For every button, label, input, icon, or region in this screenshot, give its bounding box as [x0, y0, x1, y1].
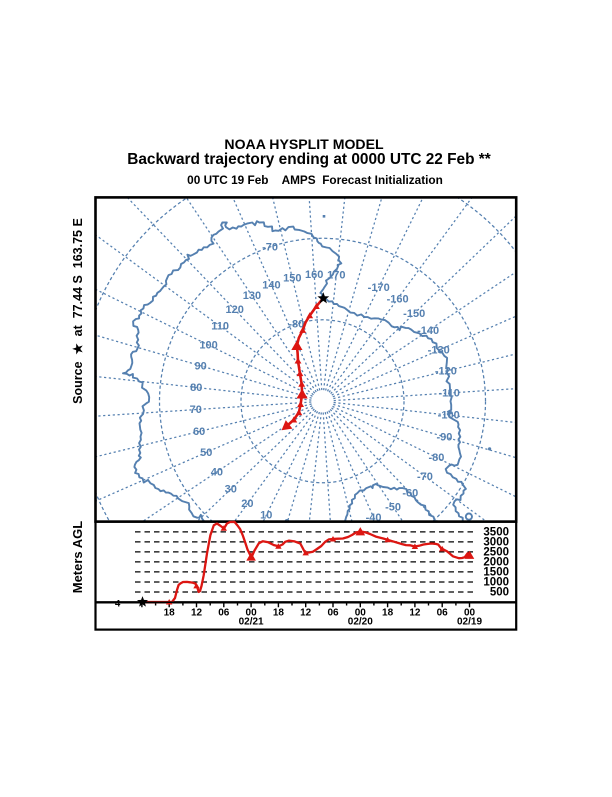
svg-text:2000: 2000: [483, 556, 509, 568]
svg-text:4: 4: [115, 599, 121, 610]
svg-text:500: 500: [490, 587, 509, 599]
svg-text:120: 120: [226, 304, 244, 316]
svg-text:170: 170: [327, 270, 345, 282]
svg-text:06: 06: [218, 608, 230, 619]
svg-text:18: 18: [273, 608, 285, 619]
svg-text:18: 18: [382, 608, 394, 619]
svg-text:02/20: 02/20: [348, 617, 373, 628]
svg-text:1500: 1500: [483, 566, 509, 578]
svg-text:00: 00: [246, 608, 258, 619]
svg-text:10: 10: [260, 510, 272, 522]
svg-text:-90: -90: [436, 431, 452, 443]
svg-text:-40: -40: [366, 512, 382, 524]
svg-text:-160: -160: [387, 293, 409, 305]
svg-text:00 UTC 19 Feb AMPS Forecas: 00 UTC 19 Feb AMPS Forecast Initializati…: [187, 173, 443, 187]
svg-text:-150: -150: [403, 308, 425, 320]
svg-text:60: 60: [193, 426, 205, 438]
svg-text:12: 12: [300, 608, 312, 619]
svg-text:70: 70: [190, 404, 202, 416]
svg-text:50: 50: [200, 447, 212, 459]
svg-text:90: 90: [194, 360, 206, 372]
svg-text:00: 00: [464, 608, 476, 619]
svg-text:110: 110: [211, 321, 229, 333]
svg-text:Source ★ at 77.44 S 163.75: Source ★ at 77.44 S 163.75 E: [71, 218, 85, 404]
svg-text:40: 40: [211, 466, 223, 478]
svg-text:-70: -70: [262, 242, 278, 254]
svg-text:2500: 2500: [483, 546, 509, 558]
svg-text:30: 30: [225, 484, 237, 496]
svg-text:NOAA HYSPLIT MODEL: NOAA HYSPLIT MODEL: [224, 136, 384, 152]
svg-text:12: 12: [191, 608, 203, 619]
svg-text:3000: 3000: [483, 536, 509, 548]
svg-text:-140: -140: [417, 325, 439, 337]
svg-text:02/21: 02/21: [239, 617, 264, 628]
svg-text:Backward trajectory ending at: Backward trajectory ending at 0000 UTC 2…: [127, 151, 491, 168]
svg-text:Meters AGL: Meters AGL: [70, 521, 85, 594]
svg-text:160: 160: [305, 269, 323, 281]
svg-text:130: 130: [243, 290, 261, 302]
svg-text:1000: 1000: [483, 577, 509, 589]
svg-text:3500: 3500: [483, 526, 509, 538]
svg-text:100: 100: [199, 340, 217, 352]
svg-text:06: 06: [437, 608, 449, 619]
svg-text:18: 18: [164, 608, 176, 619]
svg-text:-170: -170: [368, 282, 390, 294]
svg-text:150: 150: [283, 272, 301, 284]
svg-text:02/19: 02/19: [457, 617, 482, 628]
svg-text:20: 20: [241, 498, 253, 510]
svg-text:06: 06: [327, 608, 339, 619]
svg-text:-120: -120: [435, 366, 457, 378]
svg-text:00: 00: [355, 608, 367, 619]
svg-text:12: 12: [409, 608, 421, 619]
svg-text:0: 0: [284, 518, 290, 530]
svg-text:-50: -50: [385, 501, 401, 513]
svg-text:-80: -80: [288, 319, 304, 331]
svg-text:-80: -80: [428, 452, 444, 464]
svg-text:-70: -70: [417, 471, 433, 483]
svg-text:80: 80: [190, 382, 202, 394]
svg-text:140: 140: [262, 280, 280, 292]
